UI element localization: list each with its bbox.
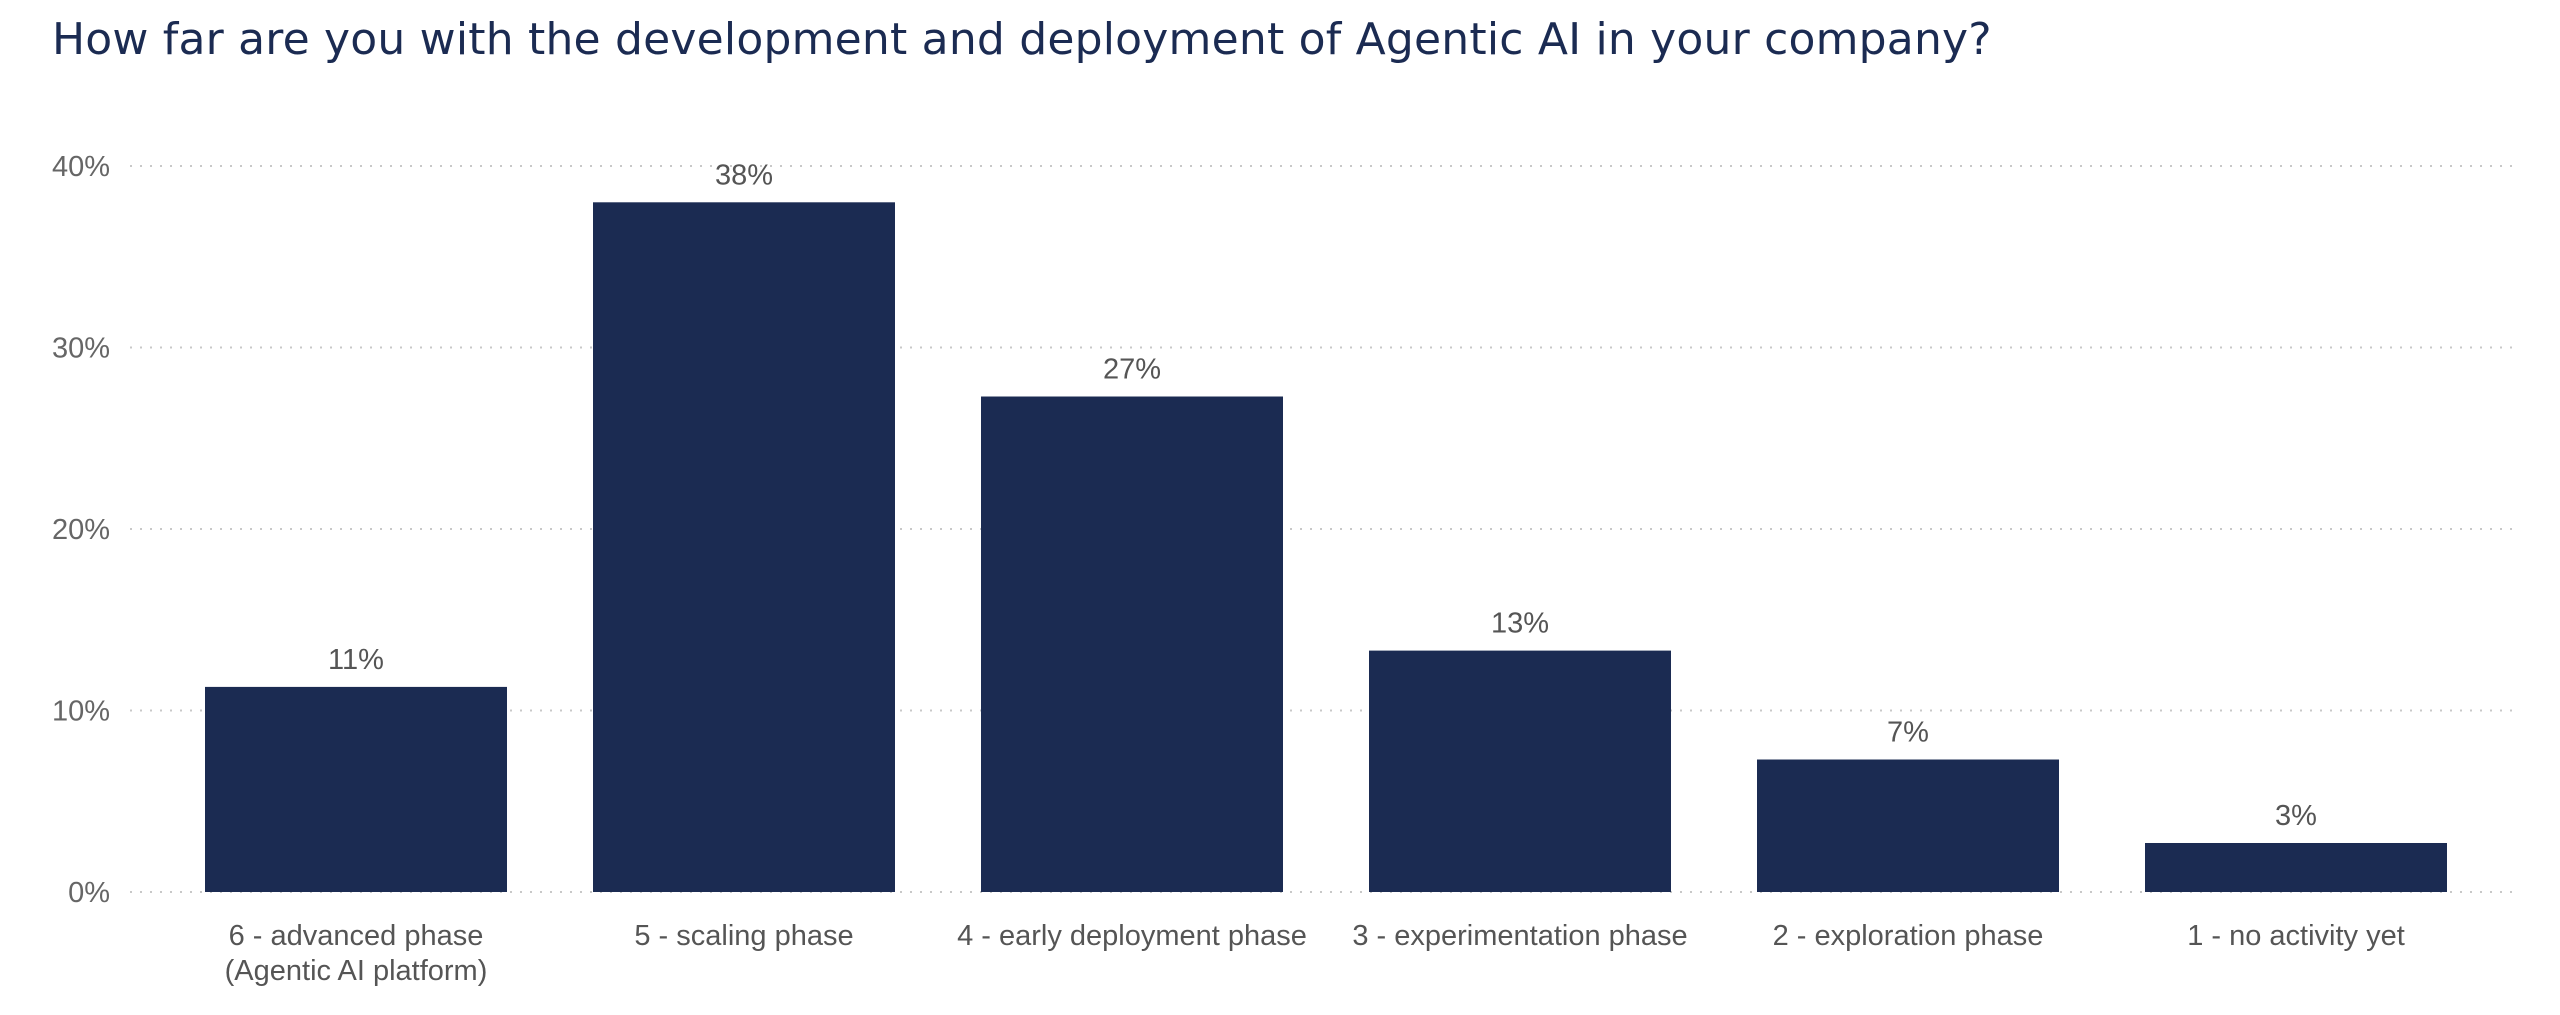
bars (205, 202, 2447, 893)
value-labels: 11% 38% 27% 13% 7% 3% (328, 159, 2317, 832)
x-category-label: 1 - no activity yet (2187, 920, 2405, 952)
x-category-label: 6 - advanced phase (Agentic AI platform) (225, 920, 488, 987)
bar-value-label: 7% (1887, 717, 1929, 749)
bar (593, 202, 895, 893)
x-category-label: 2 - exploration phase (1773, 920, 2044, 952)
bar (1369, 650, 1671, 892)
x-category-label: 3 - experimentation phase (1352, 920, 1687, 952)
y-tick-label: 40% (52, 151, 110, 183)
x-category-label: 4 - early deployment phase (957, 920, 1307, 952)
bar-value-label: 38% (715, 159, 773, 191)
y-axis-ticks: 0% 10% 20% 30% 40% (52, 151, 110, 909)
chart-title: How far are you with the development and… (52, 14, 1992, 65)
bar (1757, 759, 2059, 892)
y-tick-label: 0% (68, 877, 110, 909)
x-category-label: 5 - scaling phase (634, 920, 853, 952)
y-tick-label: 30% (52, 333, 110, 365)
bar (981, 396, 1283, 892)
bar-value-label: 13% (1491, 608, 1549, 640)
bar (205, 686, 507, 892)
bar-value-label: 3% (2275, 800, 2317, 832)
gridlines (130, 165, 2520, 893)
category-labels: 6 - advanced phase (Agentic AI platform) 5… (225, 920, 2405, 987)
bar-value-label: 27% (1103, 354, 1161, 386)
bar (2145, 842, 2447, 892)
bar-value-label: 11% (328, 644, 384, 676)
y-tick-label: 10% (52, 696, 110, 728)
y-tick-label: 20% (52, 514, 110, 546)
